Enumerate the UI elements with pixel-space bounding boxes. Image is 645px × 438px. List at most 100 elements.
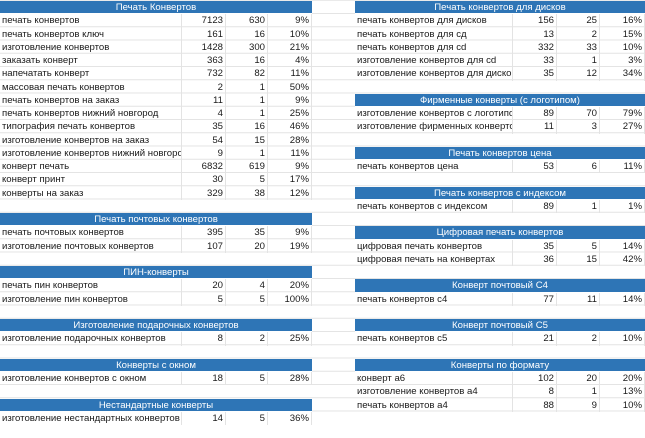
impressions-cell[interactable]: 88 (513, 398, 557, 412)
clicks-cell[interactable]: 1 (557, 54, 600, 68)
section-header[interactable]: Конверт почтовый С5 (355, 319, 645, 333)
percent-cell[interactable]: 25% (268, 332, 312, 346)
clicks-cell[interactable]: 1 (226, 107, 268, 121)
impressions-cell[interactable]: 11 (182, 93, 226, 107)
empty-row[interactable] (0, 385, 312, 398)
keyword-cell[interactable]: изготовление конвертов а4 (355, 385, 513, 399)
keyword-cell[interactable]: конверты на заказ (0, 186, 182, 200)
impressions-cell[interactable]: 7123 (182, 14, 226, 28)
keyword-cell[interactable]: изготовление конвертов нижний новгород (2, 146, 182, 160)
empty-row[interactable] (355, 346, 645, 359)
impressions-cell[interactable]: 11 (513, 120, 557, 134)
keyword-cell[interactable]: конверт а6 (355, 372, 513, 386)
percent-cell[interactable]: 10% (600, 332, 645, 346)
keyword-cell[interactable]: печать конвертов а4 (355, 398, 513, 412)
keyword-cell[interactable]: изготовление пин конвертов (0, 292, 182, 306)
empty-row[interactable] (0, 425, 312, 438)
keyword-cell[interactable]: изготовление фирменных конвертов (357, 120, 513, 134)
clicks-cell[interactable]: 38 (226, 186, 268, 200)
percent-cell[interactable]: 17% (268, 173, 312, 187)
impressions-cell[interactable]: 35 (513, 239, 557, 253)
impressions-cell[interactable]: 77 (513, 292, 557, 306)
impressions-cell[interactable]: 329 (182, 186, 226, 200)
percent-cell[interactable]: 12% (268, 186, 312, 200)
clicks-cell[interactable]: 25 (557, 14, 600, 28)
clicks-cell[interactable]: 4 (226, 279, 268, 293)
section-header[interactable]: Фирменные конверты (с логотипом) (355, 93, 645, 107)
impressions-cell[interactable]: 14 (182, 411, 226, 425)
impressions-cell[interactable]: 156 (513, 14, 557, 28)
impressions-cell[interactable]: 6832 (182, 160, 226, 174)
keyword-cell[interactable]: конверт принт (0, 173, 182, 187)
percent-cell[interactable]: 11% (268, 67, 312, 81)
empty-row[interactable] (0, 346, 312, 359)
clicks-cell[interactable]: 1 (557, 199, 600, 213)
section-header[interactable]: Цифровая печать конвертов (355, 226, 645, 240)
impressions-cell[interactable]: 102 (513, 372, 557, 386)
keyword-cell[interactable]: цифровая печать на конвертах (355, 252, 513, 266)
percent-cell[interactable]: 50% (268, 80, 312, 94)
percent-cell[interactable]: 9% (268, 14, 312, 28)
clicks-cell[interactable]: 5 (226, 292, 268, 306)
percent-cell[interactable]: 15% (600, 27, 645, 41)
section-header[interactable]: ПИН-конверты (0, 266, 312, 280)
empty-row[interactable] (355, 412, 645, 425)
empty-row[interactable] (0, 200, 312, 213)
keyword-cell[interactable]: печать конвертов для сд (355, 27, 513, 41)
clicks-cell[interactable]: 15 (557, 252, 600, 266)
percent-cell[interactable]: 20% (268, 279, 312, 293)
clicks-cell[interactable]: 5 (226, 372, 268, 386)
percent-cell[interactable]: 10% (600, 398, 645, 412)
percent-cell[interactable]: 21% (268, 40, 312, 54)
percent-cell[interactable]: 36% (268, 411, 312, 425)
keyword-cell[interactable]: массовая печать конвертов (0, 80, 182, 94)
clicks-cell[interactable]: 1 (226, 146, 268, 160)
impressions-cell[interactable]: 89 (513, 107, 557, 121)
percent-cell[interactable]: 9% (268, 160, 312, 174)
impressions-cell[interactable]: 8 (513, 385, 557, 399)
impressions-cell[interactable]: 9 (182, 146, 226, 160)
keyword-cell[interactable]: типография печать конвертов (0, 120, 182, 134)
keyword-cell[interactable]: изготовление конвертов с окном (0, 372, 182, 386)
clicks-cell[interactable]: 1 (557, 385, 600, 399)
percent-cell[interactable]: 9% (268, 93, 312, 107)
keyword-cell[interactable]: печать конвертов с5 (355, 332, 513, 346)
impressions-cell[interactable]: 732 (182, 67, 226, 81)
keyword-cell[interactable]: конверт печать (0, 160, 182, 174)
impressions-cell[interactable]: 18 (182, 372, 226, 386)
empty-row[interactable] (355, 173, 645, 186)
impressions-cell[interactable]: 35 (513, 67, 557, 81)
clicks-cell[interactable]: 20 (226, 239, 268, 253)
keyword-cell[interactable]: печать конвертов для cd (355, 40, 513, 54)
keyword-cell[interactable]: изготовление конвертов (0, 40, 182, 54)
keyword-cell[interactable]: печать конвертов для дисков (355, 14, 513, 28)
percent-cell[interactable]: 16% (600, 14, 645, 28)
clicks-cell[interactable]: 2 (557, 27, 600, 41)
clicks-cell[interactable]: 12 (557, 67, 600, 81)
section-header[interactable]: Конверты с окном (0, 358, 312, 372)
percent-cell[interactable]: 28% (268, 133, 312, 147)
percent-cell[interactable]: 9% (268, 226, 312, 240)
percent-cell[interactable]: 4% (268, 54, 312, 68)
percent-cell[interactable]: 79% (600, 107, 645, 121)
section-header[interactable]: Печать конвертов с индексом (355, 186, 645, 200)
impressions-cell[interactable]: 35 (182, 120, 226, 134)
keyword-cell[interactable]: изготовление нестандартных конвертов (0, 411, 182, 425)
clicks-cell[interactable]: 16 (226, 54, 268, 68)
impressions-cell[interactable]: 33 (513, 54, 557, 68)
keyword-cell[interactable]: печать конвертов нижний новгород (0, 107, 182, 121)
keyword-cell[interactable]: печать конвертов (0, 14, 182, 28)
impressions-cell[interactable]: 4 (182, 107, 226, 121)
empty-row[interactable] (0, 306, 312, 319)
percent-cell[interactable]: 11% (600, 160, 645, 174)
percent-cell[interactable]: 34% (600, 67, 645, 81)
keyword-cell[interactable]: цифровая печать конвертов (355, 239, 513, 253)
impressions-cell[interactable]: 107 (182, 239, 226, 253)
clicks-cell[interactable]: 3 (557, 120, 600, 134)
percent-cell[interactable]: 46% (268, 120, 312, 134)
empty-row[interactable] (355, 213, 645, 226)
keyword-cell[interactable]: изготовление почтовых конвертов (0, 239, 182, 253)
keyword-cell[interactable]: изготовление конвертов с логотипом (357, 107, 513, 121)
keyword-cell[interactable]: печать конвертов цена (355, 160, 513, 174)
percent-cell[interactable]: 14% (600, 239, 645, 253)
